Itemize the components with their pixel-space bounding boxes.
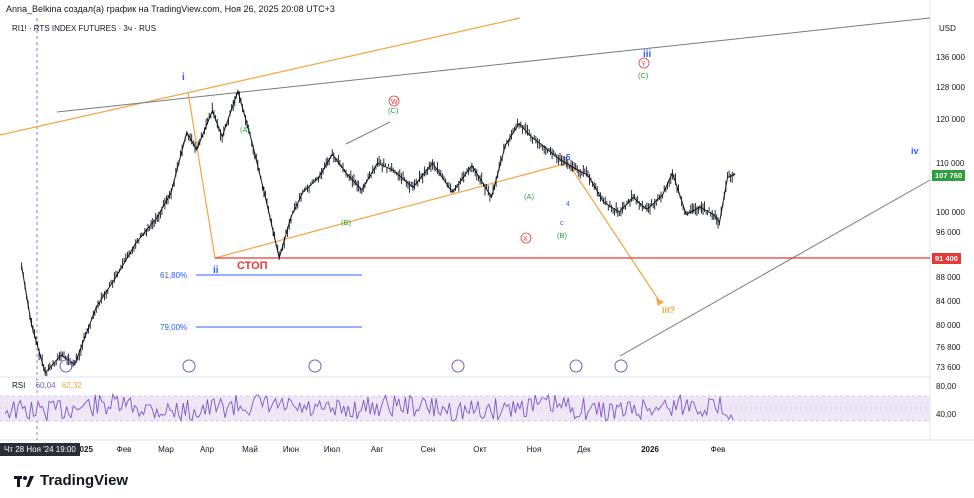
x-tick-label: Авг <box>371 445 384 454</box>
event-marker-icon[interactable] <box>614 359 628 373</box>
wave-C2-label: (C) <box>638 71 649 80</box>
rsi-value-1: 60,04 <box>35 381 56 390</box>
x-tick-label: Сен <box>421 445 436 454</box>
rsi-name: RSI <box>12 381 26 390</box>
y-tick-label: 76 800 <box>936 343 961 352</box>
rsi-band <box>0 396 930 421</box>
date-crosshair-badge: Чт 28 Ноя '24 19:00 <box>0 443 80 456</box>
x-tick-label: Май <box>242 445 258 454</box>
rsi-line <box>4 392 734 423</box>
event-marker-icon[interactable] <box>451 359 465 373</box>
orange-leg-i-ii[interactable] <box>187 91 216 259</box>
footer-brand[interactable]: TradingView <box>14 472 128 489</box>
y-tick-label: 88 000 <box>936 273 961 282</box>
fib-79-label: 79,00% <box>160 323 187 332</box>
price-series <box>21 89 736 374</box>
author-header: Anna_Belkina создал(а) график на Trading… <box>6 4 335 14</box>
event-marker-icon[interactable] <box>308 359 322 373</box>
x-tick-label: Фев <box>117 445 132 454</box>
wave-A1-label: (A) <box>240 125 251 134</box>
gray-trend-line-bottom[interactable] <box>619 179 931 357</box>
y-tick-label: 136 000 <box>936 53 965 62</box>
event-marker-icon[interactable] <box>182 359 196 373</box>
x-tick-label: Апр <box>200 445 215 454</box>
y-tick-label: 128 000 <box>936 83 965 92</box>
y-tick-label: 80 000 <box>936 321 961 330</box>
fib-618-label: 61,80% <box>160 271 187 280</box>
y-tick-label: 110 000 <box>936 159 965 168</box>
event-marker-icon[interactable] <box>569 359 583 373</box>
rsi-level-label: 40,00 <box>936 410 957 419</box>
orange-channel-top[interactable] <box>0 17 521 136</box>
stop-price-badge: 91 400 <box>932 253 961 264</box>
gray-small-line[interactable] <box>345 121 391 145</box>
y-tick-label: 73 600 <box>936 363 961 372</box>
y-tick-label: 96 000 <box>936 228 961 237</box>
wave-W-circle <box>388 95 400 107</box>
wave-C1-label: (C) <box>388 106 399 115</box>
x-tick-label: Июн <box>283 445 299 454</box>
x-axis[interactable]: 2025 Фев Мар Апр Май Июн Июл Авг Сен Окт Ноя Дек 202… <box>75 445 725 454</box>
last-price-badge: 107 760 <box>932 170 966 181</box>
y-tick-label: 120 000 <box>936 115 965 124</box>
stop-label: СТОП <box>237 260 268 272</box>
wave-B1-label: (B) <box>341 218 352 227</box>
orange-arrow-head <box>656 298 664 306</box>
x-tick-label: Фев <box>711 445 726 454</box>
rsi-legend[interactable]: RSI 60,04 62,32 <box>12 381 82 390</box>
x-tick-label: 2026 <box>641 445 659 454</box>
price-bars <box>21 90 735 377</box>
wave-A2-label: (A) <box>524 192 535 201</box>
y-axis[interactable]: 136 000 128 000 120 000 110 000 100 000 96 00… <box>936 53 965 419</box>
wave-iii-question-label: iii? <box>662 305 675 315</box>
rsi-level-label: 80,00 <box>936 382 957 391</box>
rsi-value-2: 62,32 <box>61 381 82 390</box>
wave-Y-label: Y <box>641 61 646 68</box>
x-tick-label: Мар <box>158 445 174 454</box>
x-tick-label: Июл <box>324 445 341 454</box>
wave-4-label: 4 <box>566 201 570 208</box>
symbol-title[interactable]: RI1! · RTS INDEX FUTURES · 3ч · RUS <box>12 24 157 33</box>
wave-ii-label: ii <box>213 265 219 276</box>
currency-label: USD <box>939 24 956 33</box>
y-tick-label: 84 000 <box>936 297 961 306</box>
wave-5-label: 5 <box>566 153 571 162</box>
wave-Y-circle <box>638 57 650 69</box>
x-tick-label: Окт <box>473 445 487 454</box>
event-markers[interactable] <box>59 359 628 373</box>
y-tick-label: 100 000 <box>936 208 965 217</box>
tradingview-logo-icon <box>14 475 34 487</box>
wave-W-label: W <box>391 99 398 106</box>
wave-c-small-label: c <box>560 220 564 227</box>
gray-trend-line-top[interactable] <box>56 17 931 113</box>
tradingview-wordmark: TradingView <box>40 472 129 489</box>
wave-X-label: X <box>523 236 528 243</box>
x-tick-label: Дек <box>577 445 591 454</box>
wave-X-circle <box>520 232 532 244</box>
wave-B2-label: (B) <box>557 231 568 240</box>
wave-iii-label: iii <box>643 49 652 60</box>
event-marker-icon[interactable] <box>59 359 73 373</box>
x-tick-label: Ноя <box>527 445 542 454</box>
x-tick-label: 2025 <box>75 445 93 454</box>
wave-i-label: i <box>182 72 185 83</box>
wave-iv-label: iv <box>911 146 919 156</box>
